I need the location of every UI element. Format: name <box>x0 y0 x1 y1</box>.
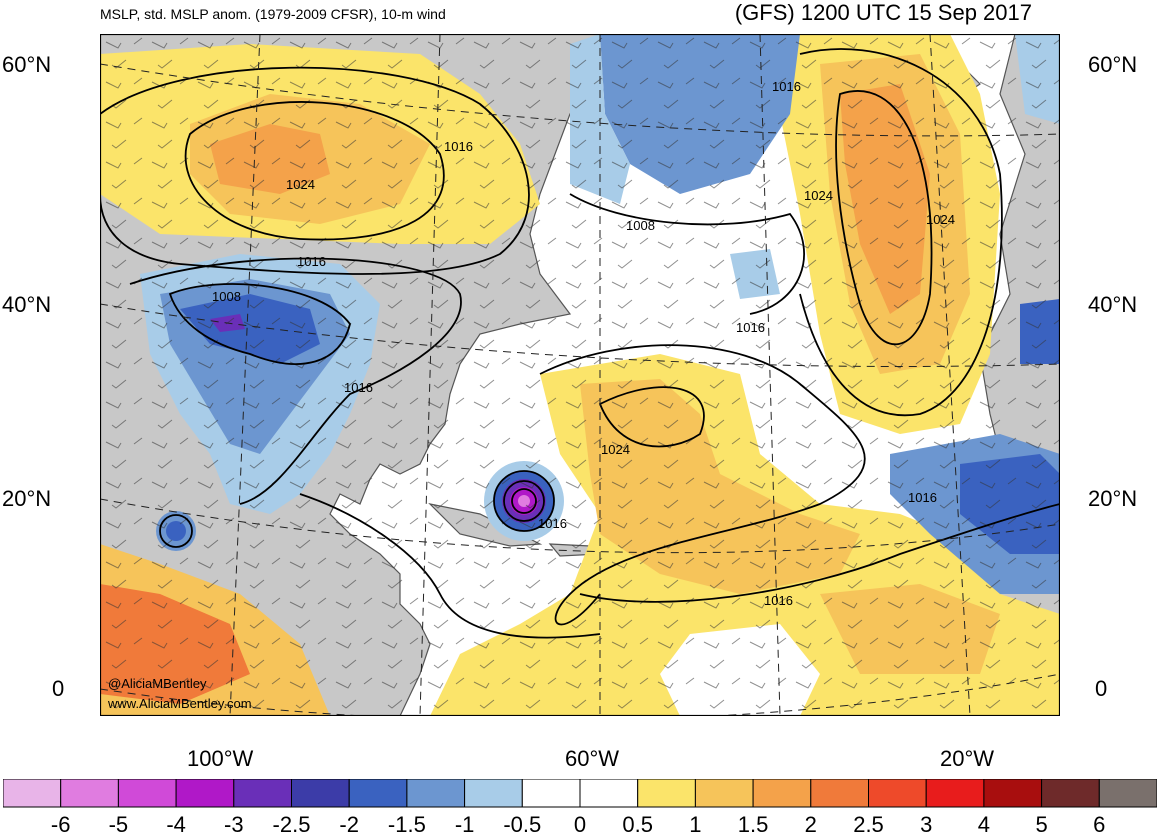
isobar-label: 1016 <box>764 593 793 608</box>
isobar-label: 1016 <box>538 516 567 531</box>
isobar-label: 1024 <box>804 188 833 203</box>
colorbar-tick-label: -0.5 <box>503 812 542 837</box>
isobar-hurricane-3 <box>511 488 537 514</box>
colorbar-tick-label: -4 <box>166 812 186 837</box>
colorbar-swatch <box>117 779 177 808</box>
isobar-label: 1016 <box>444 139 473 154</box>
colorbar-tick-label: 6 <box>1093 812 1106 837</box>
colorbar-swatch <box>983 779 1043 808</box>
colorbar-tick-label: 4 <box>977 812 991 837</box>
isobar-1016-canada <box>100 66 530 275</box>
isobar-1016-tropics <box>299 493 601 639</box>
isobar-label: 1016 <box>297 254 326 269</box>
colorbar-tick-label: 2 <box>804 812 817 837</box>
colorbar-swatch <box>810 779 869 808</box>
colorbar-swatch <box>637 779 696 808</box>
lon-label-20w: 20°W <box>940 746 995 771</box>
isobar-1016-east-atlantic <box>799 48 1003 417</box>
colorbar-swatch <box>406 779 466 808</box>
colorbar-swatch <box>175 779 235 808</box>
colorbar-swatch <box>925 779 985 808</box>
isobar-label: 1016 <box>344 380 373 395</box>
colorbar-swatch <box>348 779 408 808</box>
graticule-lon-80w <box>419 34 441 716</box>
graticule-lon-100w <box>229 34 261 716</box>
lat-label-0-right: 0 <box>1095 676 1108 701</box>
lat-label-20n-left: 20°N <box>2 486 52 511</box>
colorbar-tick-label: -5 <box>108 812 129 837</box>
isobar-hurricane-1 <box>493 470 555 532</box>
lat-label-40n-left: 40°N <box>2 292 52 317</box>
colorbar-tick-label: -2 <box>339 812 359 837</box>
colorbar-tick-label: -6 <box>50 812 71 837</box>
graticule <box>100 34 1060 716</box>
isobar-1024-east-atlantic <box>835 90 933 346</box>
lat-label-60n-left: 60°N <box>2 52 52 77</box>
colorbar-tick-label: -1 <box>454 812 475 837</box>
isobars <box>100 48 1060 639</box>
isobar-labels: 1016 1024 1016 1008 1016 1008 1016 1016 … <box>212 79 955 608</box>
colorbar-swatch <box>868 779 927 808</box>
colorbar-swatch <box>752 779 812 808</box>
colorbar-tick-label: 3 <box>920 812 933 837</box>
isobar-label: 1016 <box>736 320 765 335</box>
lat-label-40n-right: 40°N <box>1088 292 1138 317</box>
isobar-pacific-low <box>159 514 193 548</box>
isobar-label: 1024 <box>926 212 955 227</box>
lat-label-60n-right: 60°N <box>1088 52 1138 77</box>
colorbar-swatch <box>60 779 119 808</box>
graticule-lat-40n <box>100 303 1060 367</box>
colorbar-tick-label: 5 <box>1035 812 1048 837</box>
map-frame <box>100 34 1060 716</box>
map-title-right: (GFS) 1200 UTC 15 Sep 2017 <box>734 0 1032 25</box>
isobar-1008-low <box>168 283 351 365</box>
weather-map[interactable]: 1016 1024 1016 1008 1016 1008 1016 1016 … <box>100 34 1060 716</box>
isobar-label: 1008 <box>626 218 655 233</box>
credit-handle: @AliciaMBentley <box>108 676 207 691</box>
colorbar-swatch <box>694 779 754 808</box>
colorbar-tick-label: 1 <box>689 812 702 837</box>
isobar-1016-us <box>129 257 462 505</box>
isobar-1008-greenland <box>569 193 805 315</box>
isobar-hurricane-2 <box>503 480 545 522</box>
graticule-lon-20w <box>929 34 971 716</box>
colorbar-swatch <box>3 779 62 808</box>
graticule-lat-20n <box>100 498 1060 554</box>
colorbar-tick-label: -3 <box>224 812 244 837</box>
wind-barbs <box>100 34 1060 716</box>
colorbar-swatch <box>464 779 523 808</box>
map-title-left: MSLP, std. MSLP anom. (1979-2009 CFSR), … <box>100 6 446 22</box>
colorbar-tick-label: 0 <box>573 812 587 837</box>
colorbar-swatch <box>233 779 293 808</box>
colorbar-swatch <box>1098 779 1157 808</box>
isobar-1024-atlantic <box>598 386 705 448</box>
colorbar <box>3 779 1157 808</box>
credit-url[interactable]: www.AliciaMBentley.com <box>108 696 252 711</box>
isobar-label: 1024 <box>601 442 630 457</box>
isobar-1016-south <box>579 503 1060 603</box>
colorbar-tick-label: -2.5 <box>272 812 311 837</box>
lon-label-60w: 60°W <box>565 746 620 771</box>
lat-label-20n-right: 20°N <box>1088 486 1138 511</box>
graticule-lon-40w <box>759 34 781 716</box>
isobar-label: 1008 <box>212 289 241 304</box>
colorbar-tick-label: 1.5 <box>737 812 769 837</box>
colorbar-tick-label: 0.5 <box>622 812 653 837</box>
colorbar-tick-label: -1.5 <box>387 812 426 837</box>
isobar-1024-canada <box>184 101 445 241</box>
lat-label-0-left: 0 <box>52 676 65 701</box>
isobar-label: 1016 <box>908 490 937 505</box>
isobar-label: 1016 <box>772 79 801 94</box>
lon-label-100w: 100°W <box>187 746 254 771</box>
colorbar-swatch <box>521 779 581 808</box>
isobar-1016-atlantic <box>539 344 866 626</box>
isobar-label: 1024 <box>286 177 315 192</box>
colorbar-tick-label: 2.5 <box>853 812 884 837</box>
graticule-lat-60n <box>100 63 1060 137</box>
colorbar-swatch <box>1041 779 1100 808</box>
colorbar-swatch <box>579 779 639 808</box>
colorbar-swatch <box>291 779 350 808</box>
